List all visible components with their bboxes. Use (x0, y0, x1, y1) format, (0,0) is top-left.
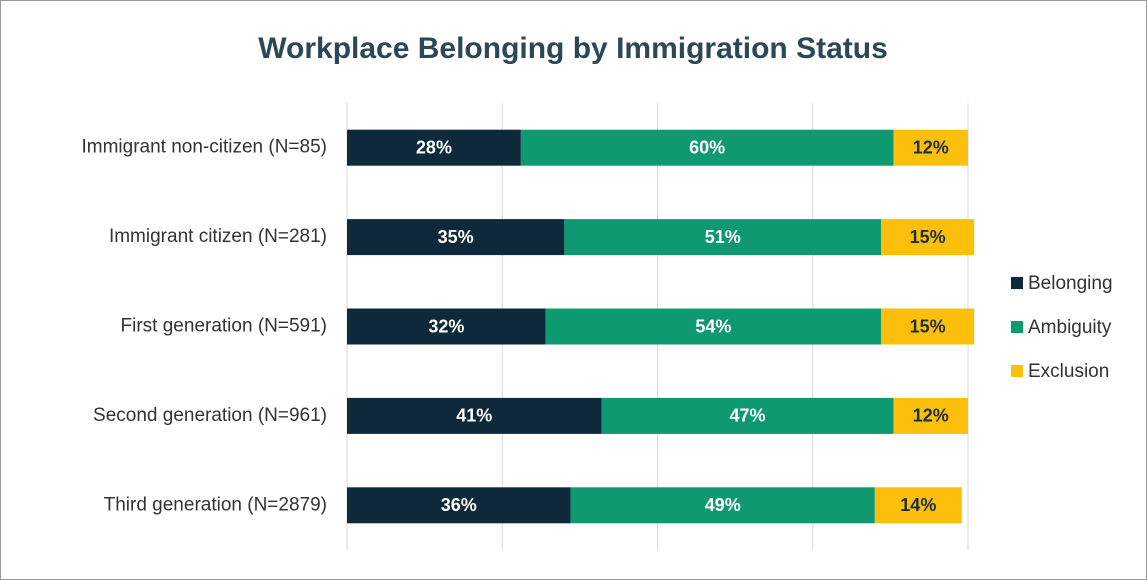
chart-title: Workplace Belonging by Immigration Statu… (258, 32, 888, 65)
y-tick-label: Second generation (N=961) (93, 405, 327, 426)
data-label: 32% (428, 316, 464, 336)
data-label: 49% (705, 495, 741, 515)
bar-segment (874, 487, 962, 524)
data-label: 60% (689, 137, 725, 157)
bar-segment (347, 397, 602, 434)
legend-swatch (1011, 277, 1023, 289)
data-label: 51% (705, 227, 741, 247)
bar-segment (893, 397, 968, 434)
data-label: 12% (913, 137, 949, 157)
legend-swatch (1011, 365, 1023, 377)
bar-segment (881, 219, 975, 256)
bar-segment (520, 129, 894, 166)
bar-segment (347, 487, 571, 524)
legend-swatch (1011, 321, 1023, 333)
y-tick-label: First generation (N=591) (121, 316, 327, 337)
data-label: 35% (438, 227, 474, 247)
data-label: 15% (910, 227, 946, 247)
y-tick-label: Third generation (N=2879) (104, 494, 327, 515)
data-label: 54% (695, 316, 731, 336)
bar-segment (347, 219, 565, 256)
bar-segment (893, 129, 968, 166)
legend-label: Exclusion (1028, 361, 1109, 382)
data-label: 41% (456, 406, 492, 426)
legend-label: Belonging (1028, 273, 1113, 294)
data-label: 47% (730, 406, 766, 426)
bar-segment (347, 308, 546, 345)
bar-segment (881, 308, 975, 345)
y-tick-label: Immigrant non-citizen (N=85) (81, 137, 327, 158)
data-label: 36% (441, 495, 477, 515)
y-tick-label: Immigrant citizen (N=281) (109, 226, 327, 247)
bar-segment (570, 487, 875, 524)
data-label: 28% (416, 137, 452, 157)
legend-label: Ambiguity (1028, 317, 1112, 338)
data-label: 12% (913, 406, 949, 426)
bar-segment (564, 219, 882, 256)
bar-segment (601, 397, 894, 434)
data-label: 14% (900, 495, 936, 515)
bar-segment (347, 129, 521, 166)
data-label: 15% (910, 316, 946, 336)
bar-segment (545, 308, 882, 345)
